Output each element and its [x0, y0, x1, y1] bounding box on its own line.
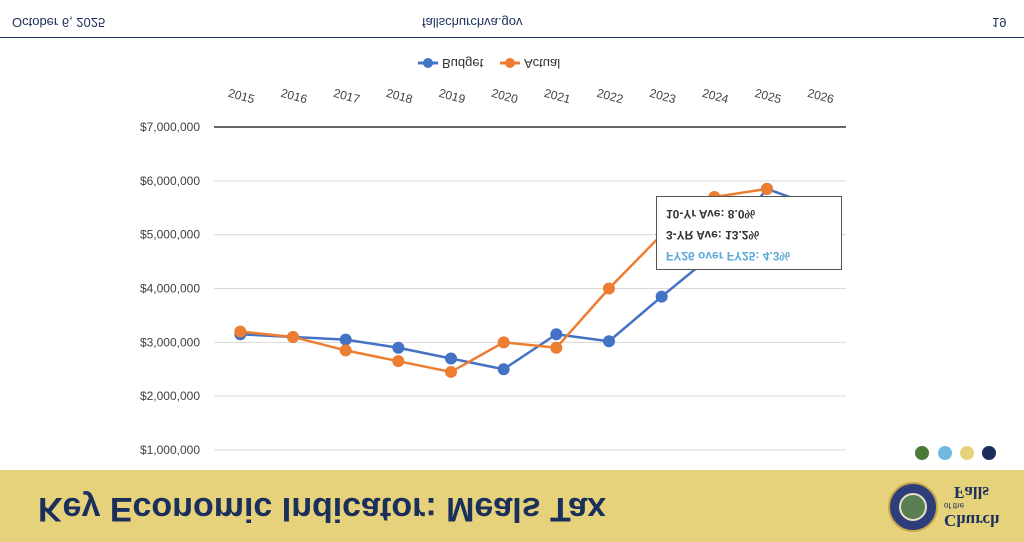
y-tick-label: $5,000,000 [140, 228, 200, 242]
x-tick-label: 2025 [753, 86, 783, 107]
data-point-actual [392, 355, 405, 368]
data-point-actual [445, 365, 457, 378]
x-tick-label: 2024 [701, 86, 731, 107]
y-tick-label: $4,000,000 [140, 282, 200, 296]
callout-10yr-average: 10-Yr Ave: 8.0% [666, 207, 756, 221]
chart-legend: Budget Actual [410, 51, 570, 75]
y-tick-label: $7,000,000 [140, 120, 200, 134]
y-tick-label: $1,000,000 [140, 443, 200, 457]
legend-actual-label: Actual [524, 56, 561, 71]
data-point-actual [603, 282, 615, 295]
data-point-budget [445, 352, 457, 365]
data-point-budget [392, 341, 405, 354]
x-tick-label: 2023 [648, 86, 678, 107]
data-point-budget [550, 328, 563, 341]
growth-callout-box: FY26 over FY25: 4.3% 3-YR Ave: 13.2% 10-… [656, 196, 842, 270]
y-tick-label: $6,000,000 [140, 174, 200, 188]
data-point-actual [497, 336, 510, 349]
x-tick-label: 2017 [332, 86, 362, 107]
data-point-budget [655, 290, 668, 303]
data-point-actual [234, 325, 247, 338]
x-tick-label: 2018 [385, 86, 415, 107]
x-tick-label: 2016 [279, 86, 309, 107]
data-point-actual [550, 341, 563, 354]
legend-actual-marker [505, 58, 515, 68]
x-tick-label: 2021 [543, 86, 573, 107]
x-tick-label: 2019 [437, 86, 467, 107]
legend-budget-marker [423, 58, 433, 68]
data-point-actual [761, 182, 773, 195]
data-point-actual [339, 344, 352, 357]
data-point-budget [497, 363, 510, 376]
x-tick-label: 2026 [806, 86, 836, 107]
footer-page-number: 19 [992, 15, 1007, 30]
footer-website: fallschurchva.gov [422, 15, 523, 30]
callout-fy26-over-fy25: FY26 over FY25: 4.3% [666, 249, 791, 263]
x-tick-label: 2015 [227, 86, 257, 107]
legend-budget-label: Budget [442, 56, 484, 71]
callout-3yr-average: 3-YR Ave: 13.2% [666, 228, 760, 242]
data-point-budget [339, 333, 352, 346]
data-point-actual [287, 330, 299, 343]
y-tick-label: $2,000,000 [140, 389, 200, 403]
data-point-budget [603, 335, 615, 348]
footer-date: October 6, 2025 [12, 15, 106, 30]
y-tick-label: $3,000,000 [140, 335, 200, 349]
footer-divider [0, 37, 1024, 38]
x-tick-label: 2022 [595, 86, 625, 107]
x-tick-label: 2020 [490, 86, 520, 107]
